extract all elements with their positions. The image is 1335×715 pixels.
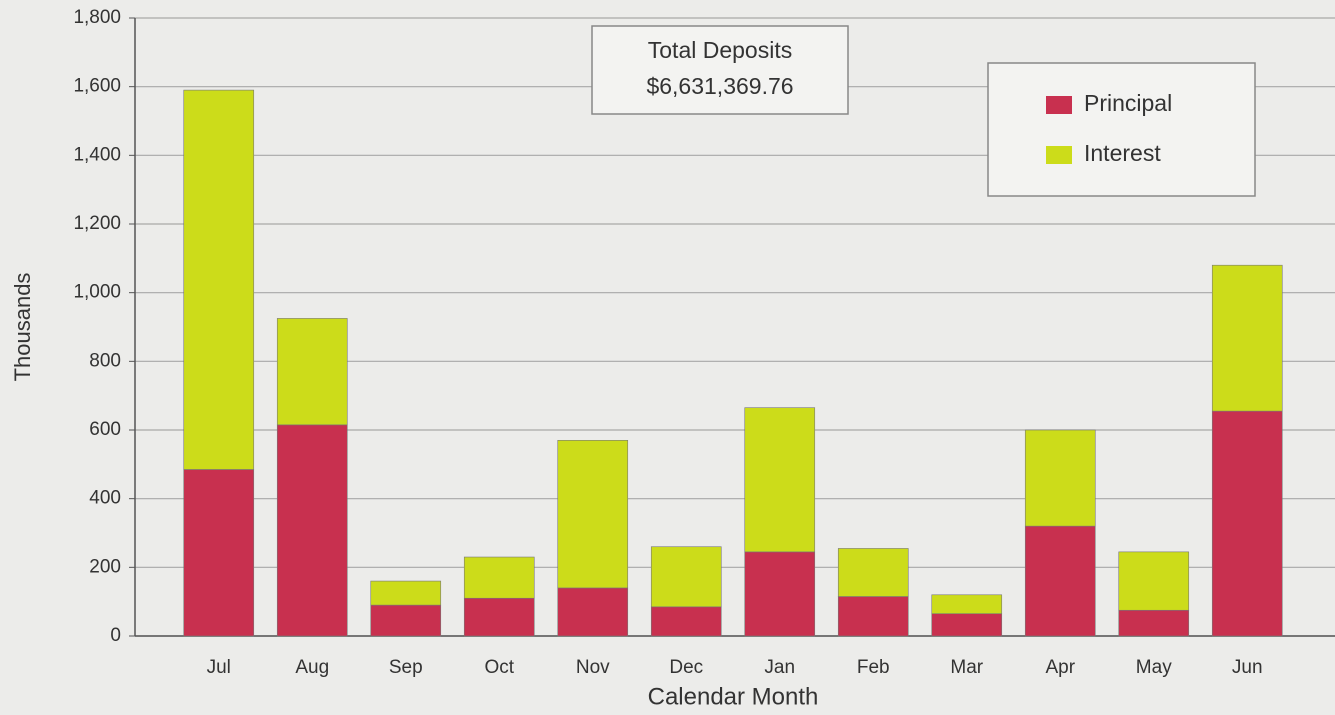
y-axis-label: Thousands [10,273,35,382]
x-tick-label: Feb [857,657,890,678]
bar-segment [276,424,348,637]
x-tick-label: Jun [1232,657,1263,678]
y-tick-label: 600 [89,419,121,440]
x-tick-label: Dec [669,657,703,678]
y-tick-label: 1,400 [73,144,121,165]
bar-segment [931,613,1003,637]
bar-segment [557,587,629,637]
y-tick-label: 1,800 [73,7,121,28]
x-tick-label: Sep [389,657,423,678]
x-tick-label: Jan [764,657,795,678]
bar-segment [931,594,1003,614]
y-tick-label: 800 [89,350,121,371]
bar-segment [370,604,442,637]
bar-segment [837,596,909,637]
annotation-text: Total Deposits [648,37,792,63]
legend-swatch [1046,96,1072,114]
bar-segment [276,318,348,426]
bar-segment [1024,429,1096,527]
bar-segment [744,551,816,637]
x-tick-label: Mar [950,657,983,678]
x-tick-label: Jul [207,657,231,678]
y-tick-label: 200 [89,556,121,577]
legend-label: Interest [1084,140,1161,166]
bar-segment [650,606,722,637]
y-tick-label: 400 [89,488,121,509]
bar-segment [1211,264,1283,412]
bar-segment [744,407,816,553]
annotation-box [591,25,849,115]
y-tick-label: 1,200 [73,213,121,234]
bar-segment [557,439,629,589]
bar-segment [463,556,535,599]
bar-segment [463,597,535,637]
bar-segment [1118,609,1190,637]
bar-segment [370,580,442,606]
legend-box [987,62,1256,197]
bar-segment [1118,551,1190,611]
x-tick-label: Oct [484,657,514,678]
x-axis-label: Calendar Month [648,683,819,710]
bar-segment [183,469,255,637]
bar-segment [837,548,909,597]
x-tick-label: Apr [1045,657,1075,678]
bar-segment [650,546,722,608]
bar-segment [1024,525,1096,637]
bar-segment [183,89,255,470]
y-tick-label: 1,600 [73,76,121,97]
legend-swatch [1046,146,1072,164]
x-tick-label: Nov [576,657,610,678]
legend-label: Principal [1084,90,1172,116]
x-tick-label: May [1136,657,1172,678]
y-tick-label: 1,000 [73,282,121,303]
annotation-text: $6,631,369.76 [646,73,793,99]
x-tick-label: Aug [295,657,329,678]
y-tick-label: 0 [110,625,121,646]
bar-segment [1211,410,1283,637]
